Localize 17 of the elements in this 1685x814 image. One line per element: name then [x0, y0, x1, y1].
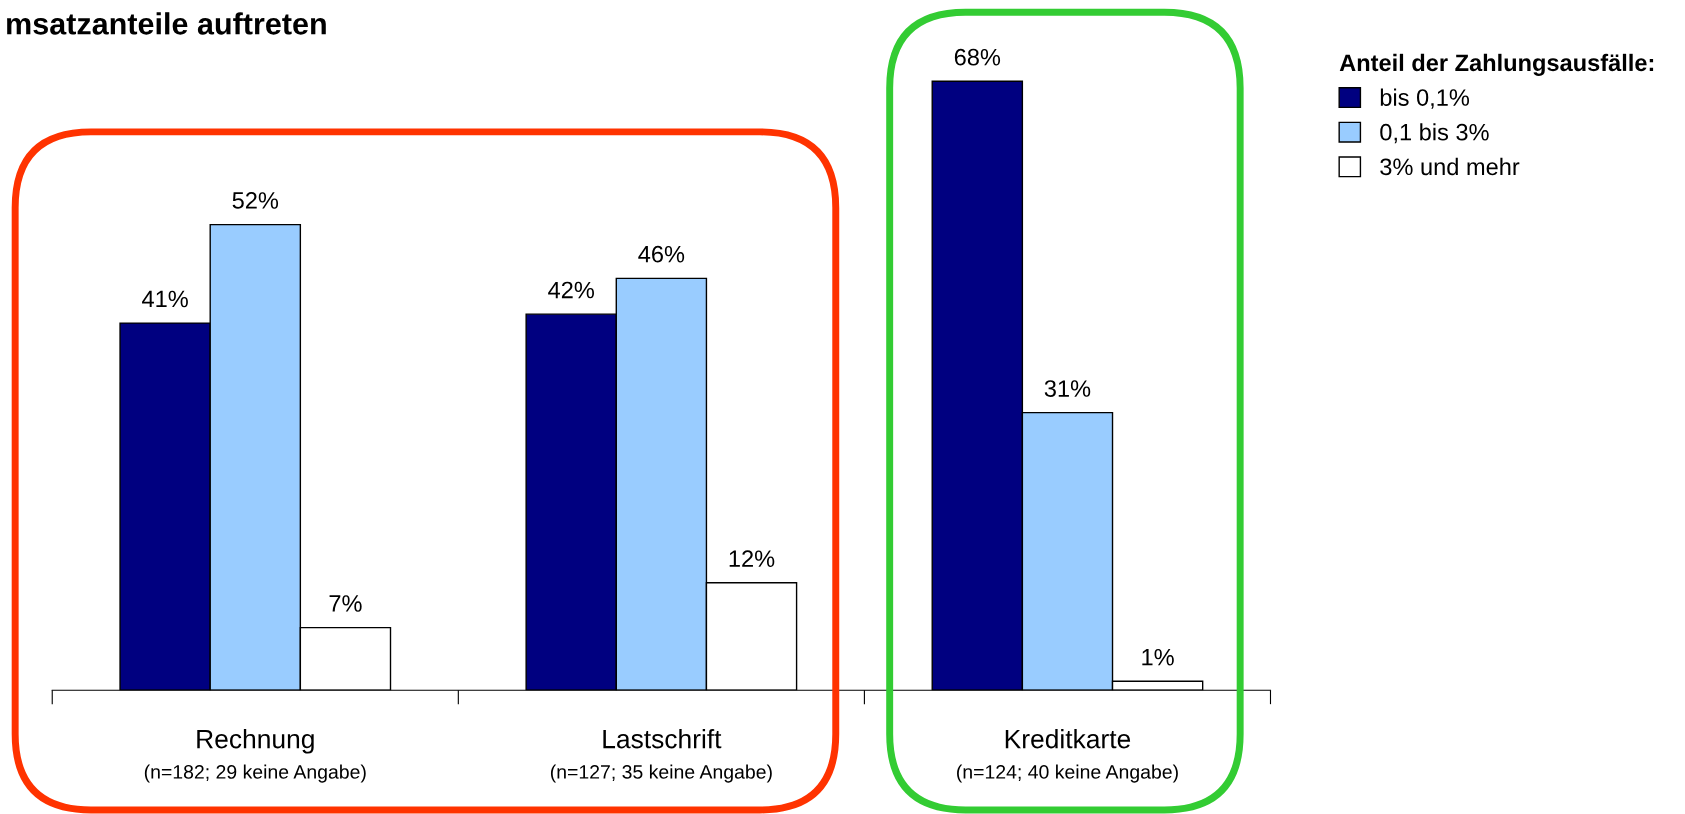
- data-label: 7%: [329, 595, 362, 612]
- x-tick-label: Kreditkarte (n=124; 40 keine Angabe): [957, 729, 1178, 783]
- x-tick-label: Lastschrift (n=127; 35 keine Angabe): [550, 729, 772, 783]
- x-tick-label: Rechnung (n=182; 29 keine Angabe): [144, 729, 366, 783]
- legend-label: bis 0,1%: [1380, 88, 1470, 109]
- legend-label: 3% und mehr: [1380, 157, 1520, 176]
- legend-label: 0,1 bis 3%: [1380, 123, 1489, 144]
- legend-title: Anteil der Zahlungsausfälle:: [1339, 53, 1654, 76]
- data-label: 52%: [232, 192, 279, 209]
- data-label: 31%: [1044, 380, 1091, 397]
- data-label: 41%: [142, 290, 188, 308]
- data-label: 12%: [729, 550, 775, 567]
- data-label: 68%: [954, 48, 1001, 66]
- data-label: 42%: [548, 281, 594, 299]
- data-label: 46%: [638, 245, 685, 263]
- data-label: 1%: [1142, 648, 1174, 666]
- chart-title: msatzanteile auftreten: [7, 12, 326, 35]
